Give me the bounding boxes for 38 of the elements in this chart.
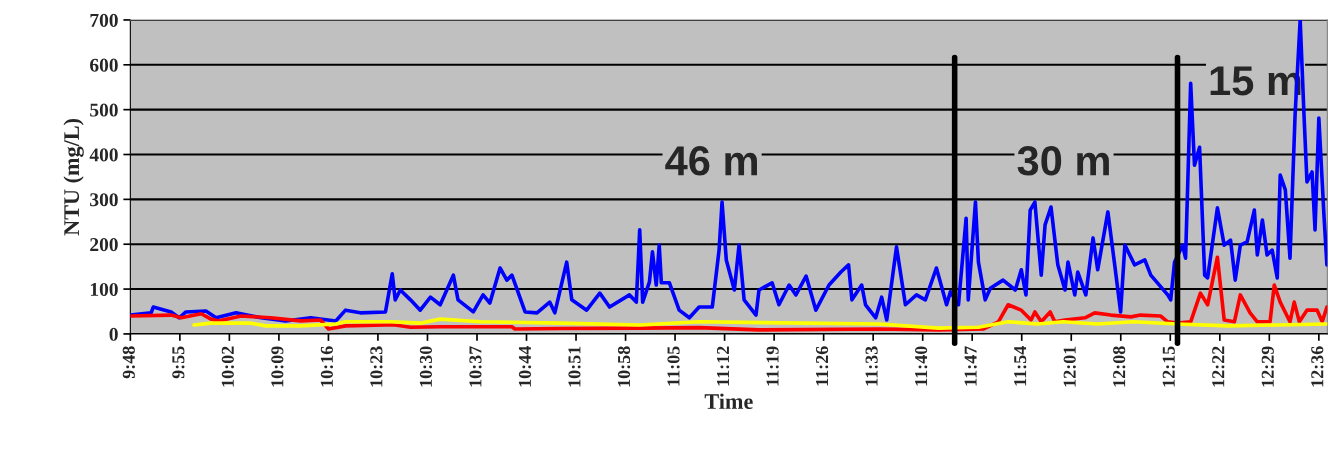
x-tick-label: 10:51 [568,346,581,387]
y-tick-label: 600 [90,58,118,72]
x-tick-label: 10:23 [370,346,383,387]
x-tick-label: 10:44 [518,346,532,387]
x-tick-label: 11:12 [716,346,730,386]
x-tick-label: 10:16 [320,346,334,387]
annotation: 30 m [1017,146,1109,176]
x-tick-label: 11:19 [766,346,779,386]
x-tick-label: 12:01 [1063,346,1076,387]
line-series [192,317,1328,330]
x-axis-title: Time [704,393,753,410]
y-tick-label: 700 [90,13,118,27]
y-tick-label: 0 [109,327,118,341]
y-axis-title: NTU (mg/L) [63,118,84,236]
x-tick-label: 11:26 [816,346,829,386]
y-tick-label: 500 [90,103,118,117]
y-tick-label: 100 [90,282,118,297]
x-tick-label: 9:48 [122,346,135,379]
annotation: 46 m [665,146,757,176]
x-tick-label: 11:33 [865,346,878,386]
x-tick-label: 10:58 [617,346,631,387]
x-tick-label: 11:40 [915,346,928,386]
x-tick-label: 10:09 [271,346,284,387]
x-tick-label: 11:05 [667,346,680,386]
x-tick-label: 11:54 [1014,346,1027,386]
x-tick-label: 11:47 [964,346,977,386]
x-tick-label: 9:55 [172,346,185,379]
x-tick-label: 10:37 [469,346,482,387]
x-tick-label: 10:30 [419,346,433,387]
x-tick-label: 12:15 [1162,346,1175,387]
y-tick-label: 300 [90,193,118,207]
x-tick-label: 12:08 [1113,346,1126,387]
x-tick-label: 12:29 [1261,346,1274,387]
y-tick-label: 200 [90,238,118,252]
x-tick-label: 12:22 [1212,346,1225,387]
x-tick-label: 10:02 [221,346,234,387]
y-tick-label: 400 [89,148,118,162]
x-tick-label: 12:36 [1311,346,1324,387]
